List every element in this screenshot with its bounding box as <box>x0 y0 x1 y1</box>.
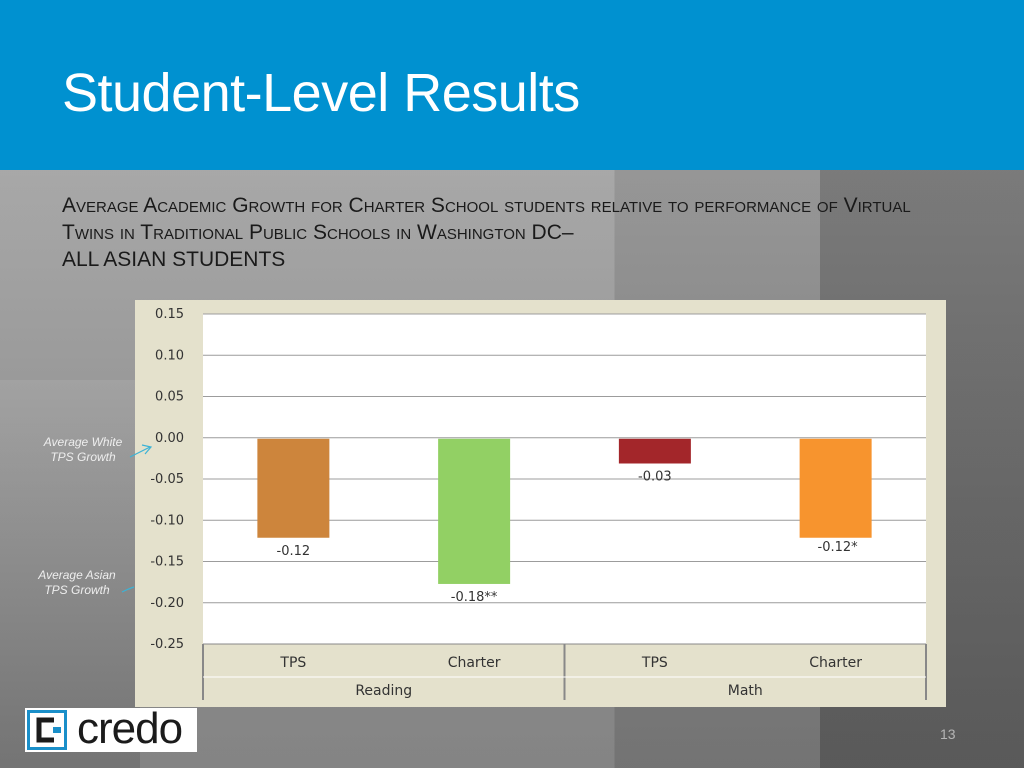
y-tick-label: 0.00 <box>155 431 184 446</box>
credo-logo: credo <box>25 704 197 753</box>
background-building-left <box>0 380 140 768</box>
x-group-label: Math <box>728 683 763 699</box>
data-label: -0.03 <box>638 470 672 485</box>
y-tick-label: -0.15 <box>150 555 184 570</box>
arrow-white-tps <box>129 446 151 458</box>
x-category-label: Charter <box>448 655 501 671</box>
bar <box>438 438 511 584</box>
annotation-arrows <box>121 444 153 593</box>
data-label: -0.12 <box>277 544 311 559</box>
x-group-label: Reading <box>355 683 412 699</box>
value-labels: -0.12 -0.18** -0.03 -0.12* <box>277 470 859 605</box>
subtitle-line-1: Average Academic Growth for Charter Scho… <box>62 194 911 244</box>
bar <box>799 438 872 538</box>
y-tick-label: -0.10 <box>150 513 184 528</box>
y-tick-label: 0.15 <box>155 307 184 322</box>
credo-logo-icon <box>27 710 67 750</box>
annotation-white-tps: Average White TPS Growth <box>43 435 123 464</box>
bar <box>618 438 691 464</box>
arrow-head-white-tps <box>141 444 153 455</box>
chart-subtitle: Average Academic Growth for Charter Scho… <box>62 192 942 273</box>
x-category-label: TPS <box>641 655 668 671</box>
data-label: -0.12* <box>818 540 859 555</box>
slide-title: Student-Level Results <box>62 63 580 123</box>
annotation-asian-tps: Average Asian TPS Growth <box>38 568 116 597</box>
x-axis: TPS Charter TPS Charter Reading Math <box>202 643 927 700</box>
y-tick-label: -0.20 <box>150 596 184 611</box>
logo-wordmark: credo <box>77 704 183 753</box>
title-banner: Student-Level Results <box>0 0 1024 170</box>
y-axis-ticks: 0.15 0.10 0.05 0.00 -0.05 -0.10 -0.15 -0.20 -0.2… <box>150 307 184 652</box>
x-category-label: Charter <box>809 655 862 671</box>
page-number: 13 <box>940 726 956 742</box>
subtitle-line-2: ALL ASIAN STUDENTS <box>62 248 286 271</box>
data-label: -0.18** <box>451 590 498 605</box>
y-tick-label: 0.10 <box>155 348 184 363</box>
arrow-asian-tps <box>121 586 135 593</box>
x-category-label: TPS <box>279 655 306 671</box>
y-tick-label: -0.05 <box>150 472 184 487</box>
y-tick-label: -0.25 <box>150 637 184 652</box>
bars <box>257 438 872 584</box>
bar <box>257 438 330 538</box>
y-tick-label: 0.05 <box>155 390 184 405</box>
